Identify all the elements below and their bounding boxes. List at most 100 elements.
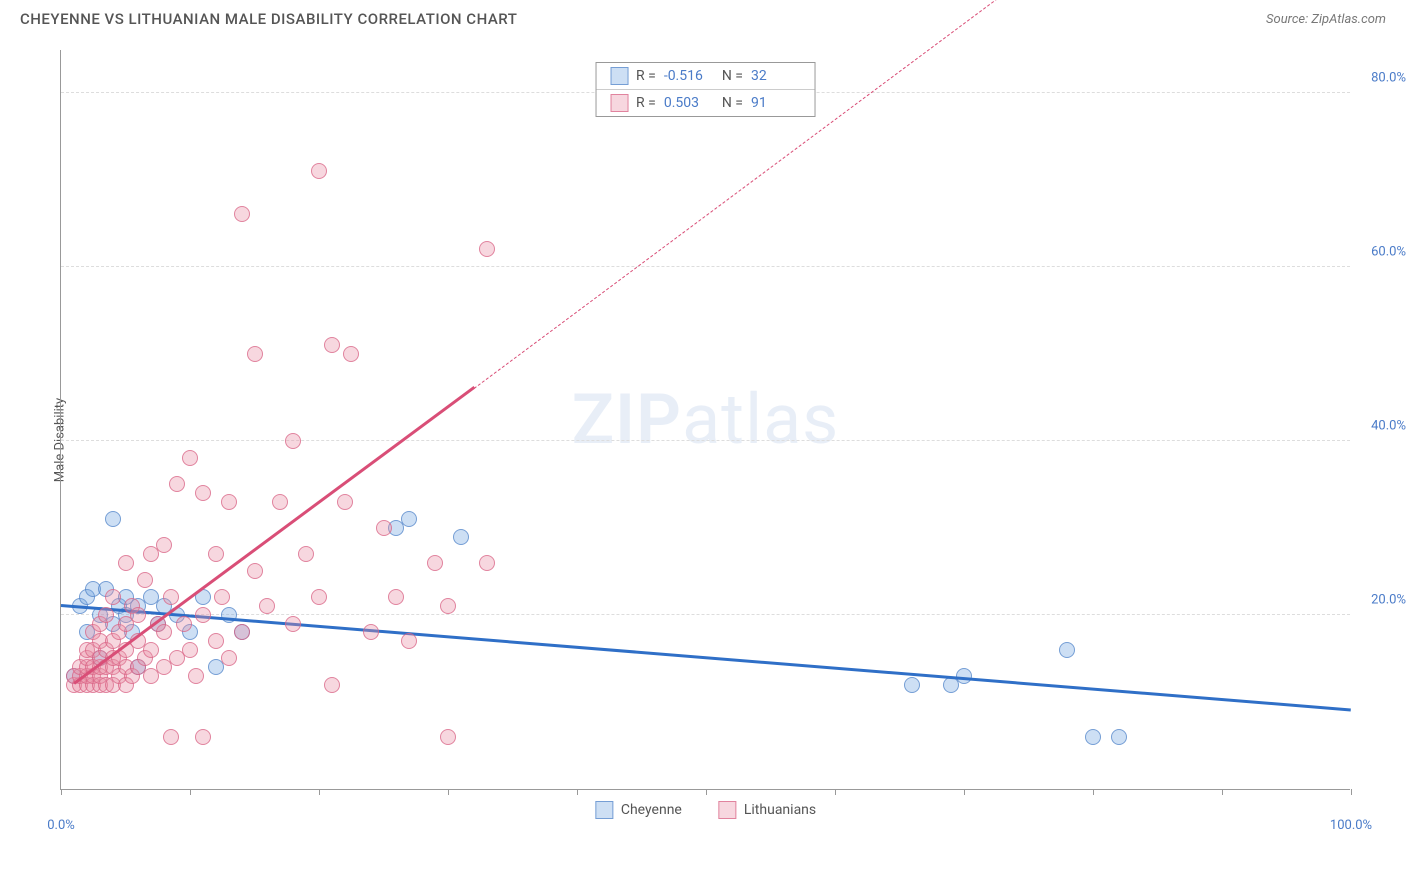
data-point <box>453 529 469 545</box>
data-point <box>285 616 301 632</box>
trend-line <box>61 604 1351 711</box>
data-point <box>143 642 159 658</box>
data-point <box>427 555 443 571</box>
data-point <box>259 598 275 614</box>
gridline <box>61 440 1350 441</box>
r-label: R = <box>636 95 656 111</box>
n-value: 91 <box>751 95 801 111</box>
x-tick <box>964 789 965 795</box>
n-label: N = <box>722 95 743 111</box>
legend-item: Cheyenne <box>595 801 682 819</box>
data-point <box>234 206 250 222</box>
legend-swatch <box>610 67 628 85</box>
x-tick-label: 0.0% <box>47 818 75 833</box>
data-point <box>195 729 211 745</box>
legend-row: R = -0.516 N = 32 <box>596 63 815 89</box>
data-point <box>156 624 172 640</box>
x-tick <box>319 789 320 795</box>
legend-swatch <box>610 94 628 112</box>
correlation-legend: R = -0.516 N = 32 R = 0.503 N = 91 <box>595 62 816 117</box>
y-tick-label: 20.0% <box>1371 592 1406 607</box>
n-label: N = <box>722 68 743 84</box>
x-tick <box>1222 789 1223 795</box>
data-point <box>247 563 263 579</box>
data-point <box>904 677 920 693</box>
y-tick-label: 40.0% <box>1371 418 1406 433</box>
x-tick <box>61 789 62 795</box>
data-point <box>105 511 121 527</box>
series-name: Cheyenne <box>621 802 682 818</box>
data-point <box>440 729 456 745</box>
chart-container: Male Disability ZIPatlas R =-0.516N =32R… <box>50 40 1390 840</box>
data-point <box>311 589 327 605</box>
data-point <box>479 241 495 257</box>
data-point <box>163 729 179 745</box>
x-tick <box>1093 789 1094 795</box>
data-point <box>137 572 153 588</box>
data-point <box>163 589 179 605</box>
legend-swatch <box>595 801 613 819</box>
data-point <box>182 450 198 466</box>
watermark: ZIPatlas <box>572 379 840 461</box>
data-point <box>214 589 230 605</box>
data-point <box>221 650 237 666</box>
trend-line-extrapolated <box>473 0 1222 388</box>
data-point <box>208 633 224 649</box>
x-tick <box>448 789 449 795</box>
data-point <box>118 555 134 571</box>
data-point <box>208 546 224 562</box>
data-point <box>324 677 340 693</box>
data-point <box>182 642 198 658</box>
r-value: 0.503 <box>664 95 714 111</box>
data-point <box>401 633 417 649</box>
data-point <box>195 485 211 501</box>
gridline <box>61 614 1350 615</box>
chart-title: CHEYENNE VS LITHUANIAN MALE DISABILITY C… <box>20 10 517 28</box>
data-point <box>337 494 353 510</box>
x-tick <box>190 789 191 795</box>
data-point <box>311 163 327 179</box>
r-value: -0.516 <box>664 68 714 84</box>
legend-item: Lithuanians <box>718 801 816 819</box>
data-point <box>324 337 340 353</box>
data-point <box>105 589 121 605</box>
r-label: R = <box>636 68 656 84</box>
data-point <box>272 494 288 510</box>
data-point <box>440 598 456 614</box>
data-point <box>247 346 263 362</box>
y-tick-label: 80.0% <box>1371 70 1406 85</box>
data-point <box>188 668 204 684</box>
data-point <box>195 607 211 623</box>
data-point <box>1085 729 1101 745</box>
legend-swatch <box>718 801 736 819</box>
data-point <box>343 346 359 362</box>
gridline <box>61 266 1350 267</box>
plot-area: ZIPatlas R =-0.516N =32R =0.503N =91 Che… <box>60 50 1350 790</box>
data-point <box>98 607 114 623</box>
n-value: 32 <box>751 68 801 84</box>
data-point <box>401 511 417 527</box>
data-point <box>1059 642 1075 658</box>
x-tick <box>835 789 836 795</box>
data-point <box>298 546 314 562</box>
x-tick <box>1351 789 1352 795</box>
data-point <box>156 537 172 553</box>
data-point <box>388 589 404 605</box>
y-tick-label: 60.0% <box>1371 244 1406 259</box>
data-point <box>130 607 146 623</box>
data-point <box>234 624 250 640</box>
data-point <box>169 476 185 492</box>
source-attribution: Source: ZipAtlas.com <box>1266 12 1386 27</box>
series-legend: Cheyenne Lithuanians <box>595 801 816 819</box>
data-point <box>363 624 379 640</box>
x-tick-label: 100.0% <box>1330 818 1372 833</box>
x-tick <box>706 789 707 795</box>
data-point <box>376 520 392 536</box>
legend-row: R = 0.503 N = 91 <box>596 89 815 116</box>
data-point <box>176 616 192 632</box>
series-name: Lithuanians <box>744 802 816 818</box>
data-point <box>285 433 301 449</box>
data-point <box>221 494 237 510</box>
x-tick <box>577 789 578 795</box>
data-point <box>479 555 495 571</box>
